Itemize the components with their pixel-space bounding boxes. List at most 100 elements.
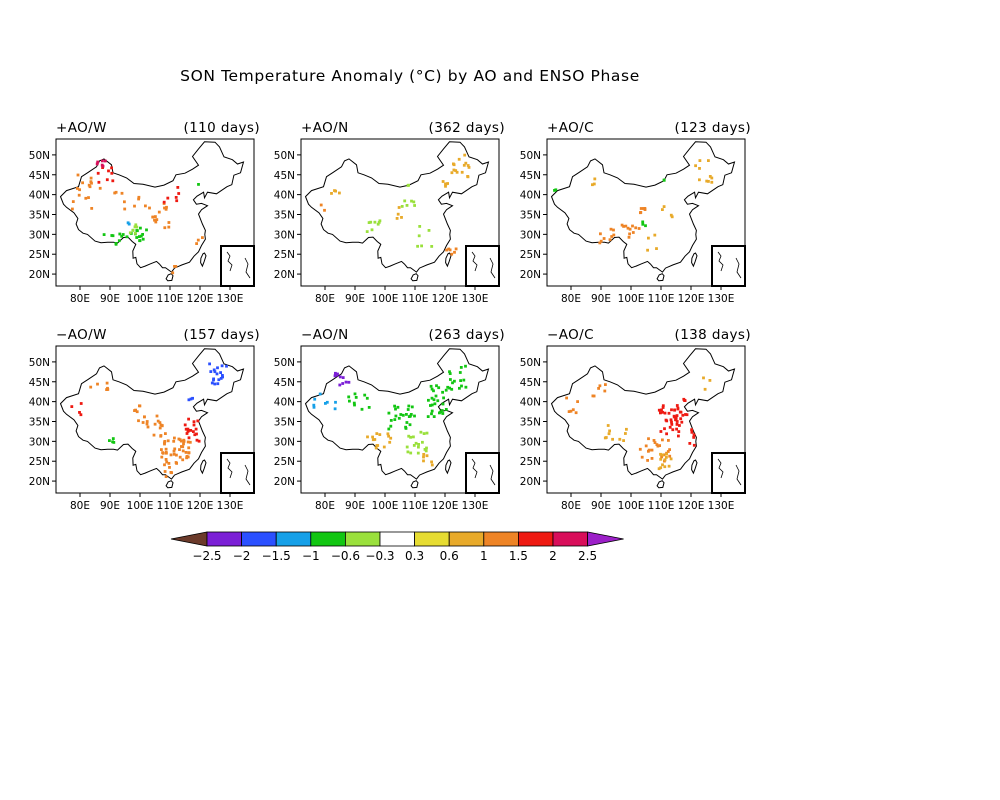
station-dot — [141, 237, 145, 241]
station-dot — [451, 381, 454, 385]
station-dot — [393, 404, 396, 408]
station-dot — [422, 459, 425, 463]
x-tick-label: 90E — [100, 293, 120, 305]
y-tick-label: 35N — [520, 209, 541, 221]
x-tick-label: 90E — [100, 500, 120, 512]
x-tick-label: 110E — [157, 293, 184, 305]
station-dot — [430, 460, 433, 464]
station-dot — [458, 386, 461, 390]
station-dot — [187, 451, 191, 455]
station-dot — [395, 217, 399, 220]
station-dot — [172, 449, 176, 453]
station-dot — [618, 437, 622, 441]
station-dot — [101, 159, 104, 163]
panel-label: −AO/N — [301, 327, 349, 343]
station-dot — [607, 432, 611, 436]
station-dot — [105, 381, 109, 385]
station-dot — [422, 432, 426, 435]
station-dot — [657, 408, 661, 412]
station-dot — [84, 196, 88, 200]
panel-label: +AO/N — [301, 120, 349, 136]
colorbar-label: 1.5 — [509, 549, 528, 563]
station-dot — [137, 419, 140, 423]
colorbar-swatch — [483, 531, 519, 547]
station-dot — [163, 440, 167, 443]
station-dot — [665, 419, 669, 423]
colorbar-cap — [587, 531, 624, 547]
country-outline — [59, 348, 245, 480]
island-outline — [410, 480, 419, 489]
station-dot — [661, 463, 664, 467]
inset-box — [465, 452, 500, 494]
station-dot — [125, 235, 129, 239]
station-dot — [412, 200, 416, 204]
station-dot — [151, 215, 155, 219]
y-tick-label: 45N — [274, 377, 295, 389]
colorbar-label: 2.5 — [578, 549, 597, 563]
inset-coast — [489, 257, 496, 279]
station-dot — [90, 207, 94, 210]
y-tick-label: 45N — [29, 170, 50, 182]
station-dot — [682, 397, 686, 401]
station-dot — [173, 447, 177, 451]
station-dot — [348, 399, 351, 403]
station-dot — [702, 376, 705, 380]
station-dot — [138, 239, 141, 242]
station-dot — [414, 441, 418, 445]
station-dot — [631, 224, 634, 228]
station-dot — [464, 385, 468, 389]
station-dot — [685, 413, 689, 417]
colorbar-cap — [170, 531, 208, 547]
map-plot: 80E 90E 100E 110E 120E 130E 50N 45N 40N 35N 30N 25N… — [29, 138, 255, 305]
station-dot — [353, 403, 356, 407]
station-dot — [574, 411, 578, 415]
station-dot — [675, 414, 679, 417]
station-dot — [105, 178, 109, 182]
station-dot — [675, 404, 679, 407]
map-panel: +AO/N (362 days) 80E 90E 100E 110E 120E 130E 5… — [261, 120, 511, 307]
station-dot — [430, 387, 434, 391]
station-dot — [441, 412, 445, 415]
station-dot — [162, 200, 166, 204]
station-dot — [98, 186, 102, 190]
station-dot — [667, 439, 670, 442]
station-dot — [637, 227, 641, 230]
station-dot — [433, 402, 437, 406]
y-tick-label: 30N — [274, 436, 295, 448]
station-dot — [655, 247, 658, 250]
station-dot — [429, 384, 433, 388]
station-dot — [684, 413, 687, 416]
station-dot — [441, 390, 444, 394]
inset-box — [465, 245, 500, 287]
station-dot — [662, 178, 666, 182]
station-dot — [154, 215, 157, 218]
station-dot — [450, 171, 454, 175]
station-dot — [177, 437, 181, 441]
station-dot — [659, 411, 662, 415]
station-dot — [338, 375, 342, 379]
station-dot — [662, 205, 666, 208]
station-dot — [189, 429, 193, 432]
station-dot — [338, 383, 342, 387]
colorbar-swatch — [241, 531, 277, 547]
station-dot — [88, 185, 92, 189]
station-dot — [386, 432, 390, 436]
station-dot — [136, 229, 139, 233]
station-dot — [659, 452, 662, 456]
station-dot — [430, 409, 434, 413]
station-dot — [425, 446, 428, 450]
x-tick-label: 110E — [402, 500, 429, 512]
x-tick-label: 80E — [561, 500, 581, 512]
station-dot — [363, 393, 367, 397]
station-dot — [96, 382, 99, 386]
station-dot — [143, 415, 146, 419]
station-dot — [412, 444, 416, 447]
y-tick-label: 35N — [29, 416, 50, 428]
country-outline — [550, 348, 736, 480]
station-dot — [334, 400, 337, 404]
station-dot — [399, 413, 403, 416]
inset-coast — [489, 464, 496, 486]
station-dot — [464, 364, 467, 368]
station-dot — [612, 228, 615, 232]
station-dot — [670, 420, 673, 424]
